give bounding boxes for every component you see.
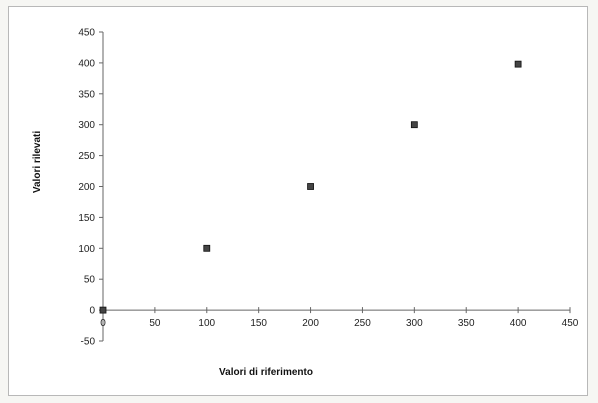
data-point — [203, 244, 211, 252]
y-tick-label: 250 — [78, 151, 95, 162]
x-tick-label: 0 — [100, 318, 106, 329]
y-tick-label: 300 — [78, 120, 95, 131]
data-points — [99, 60, 522, 314]
x-tick-label: 450 — [562, 318, 579, 329]
y-tick-label: 50 — [84, 275, 96, 286]
x-axis-title: Valori di riferimento — [219, 367, 313, 378]
x-tick-label: 250 — [354, 318, 371, 329]
tick-labels: -50 0 50 100 150 200 250 300 350 400 450 0 50 100 150 2… — [78, 28, 578, 348]
x-tick-label: 400 — [510, 318, 527, 329]
y-tick-label: 400 — [78, 58, 95, 69]
scatter-chart: -50 0 50 100 150 200 250 300 350 400 450 0 50 100 150 2… — [32, 28, 579, 379]
y-tick-label: 350 — [78, 89, 95, 100]
y-tick-label: 150 — [78, 213, 95, 224]
x-tick-label: 100 — [198, 318, 215, 329]
y-tick-label: 0 — [89, 306, 95, 317]
y-tick-label: 100 — [78, 244, 95, 255]
y-axis-title: Valori rilevati — [32, 131, 43, 193]
data-point — [410, 121, 418, 129]
x-tick-label: 50 — [149, 318, 161, 329]
x-tick-label: 300 — [406, 318, 423, 329]
data-point — [307, 183, 314, 190]
y-tick-label: -50 — [81, 337, 96, 348]
x-tick-label: 350 — [458, 318, 475, 329]
y-tick-label: 200 — [78, 182, 95, 193]
data-point — [99, 306, 107, 314]
y-tick-label: 450 — [78, 28, 95, 39]
axes — [99, 31, 571, 342]
x-tick-label: 200 — [302, 318, 319, 329]
chart-frame: -50 0 50 100 150 200 250 300 350 400 450 0 50 100 150 2… — [8, 6, 588, 396]
data-point — [514, 60, 522, 68]
x-tick-label: 150 — [250, 318, 267, 329]
